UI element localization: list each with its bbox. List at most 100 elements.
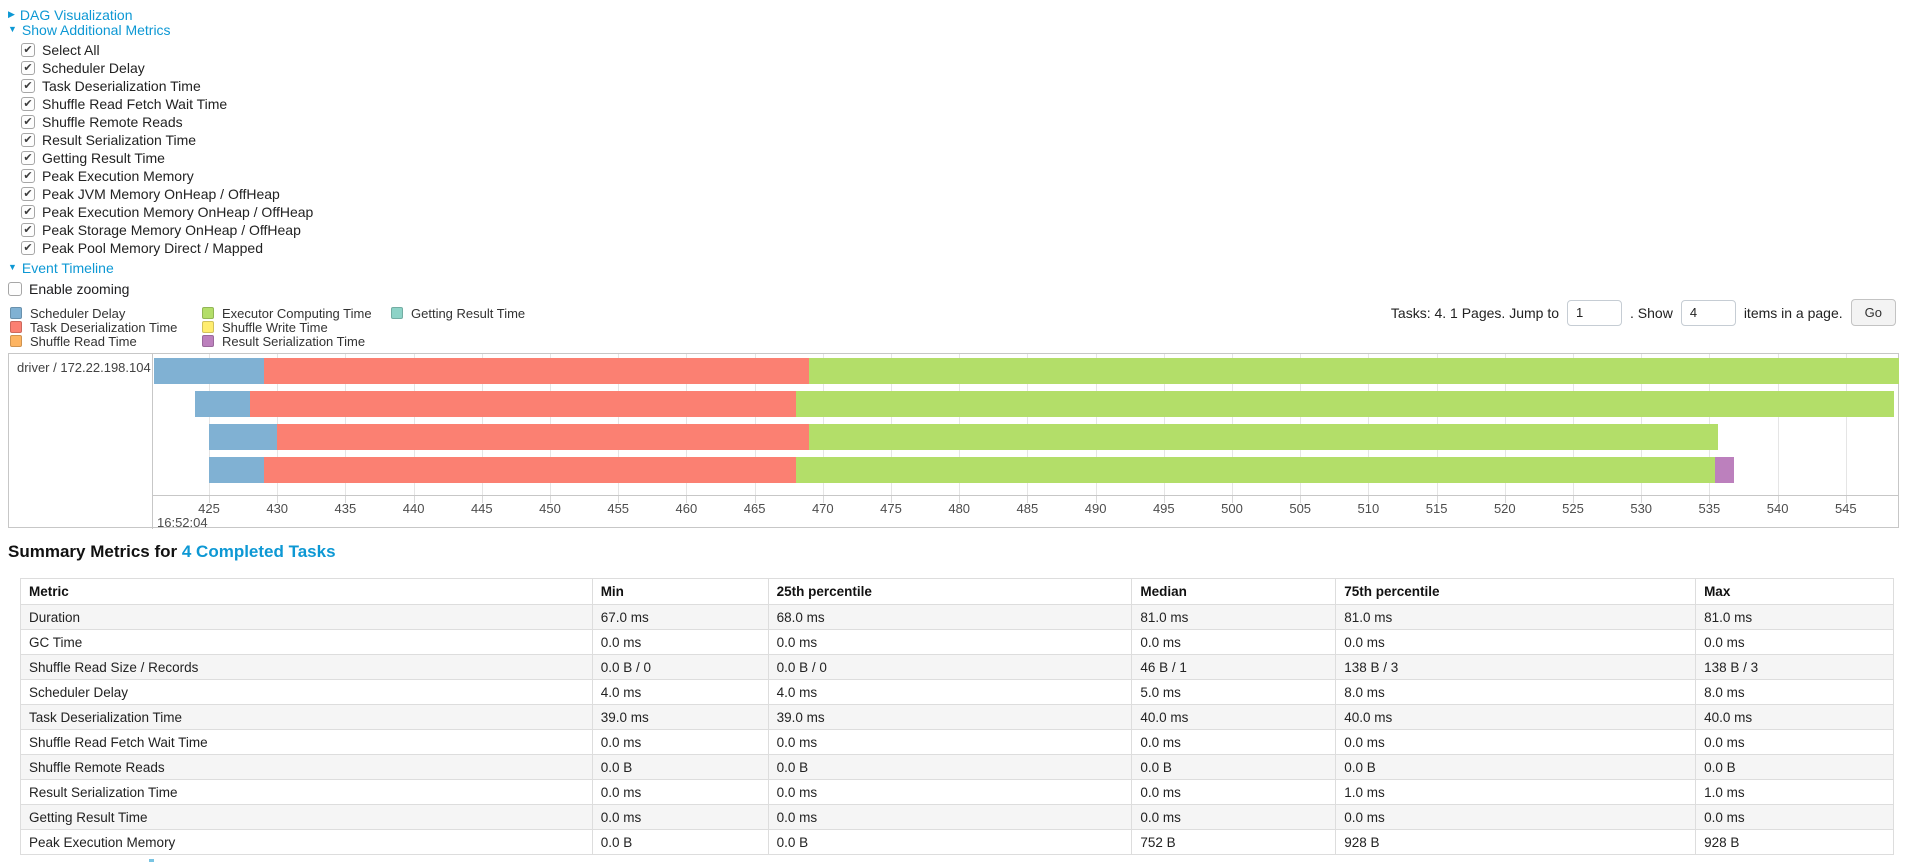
metric-checkbox-4[interactable] <box>21 115 35 129</box>
legend-item: Result Serialization Time <box>202 334 391 349</box>
show-additional-metrics-link[interactable]: Show Additional Metrics <box>21 21 171 38</box>
task-3-scheduler-delay-bar[interactable] <box>209 457 264 483</box>
axis-tick-label: 530 <box>1630 501 1653 516</box>
metric-value-cell: 81.0 ms <box>1695 604 1894 630</box>
metric-checkbox-label: Select All <box>42 42 100 58</box>
metric-checkbox-row: Getting Result Time <box>21 149 1907 167</box>
axis-tick-mark <box>550 496 551 503</box>
task-3-result-serialization-bar[interactable] <box>1714 457 1734 483</box>
metric-checkbox-row: Peak Execution Memory <box>21 167 1907 185</box>
task-0-task-deserialization-bar[interactable] <box>263 358 810 384</box>
axis-tick-mark <box>891 496 892 503</box>
top-section: ▶ DAG Visualization ▼ Show Additional Me… <box>0 0 1907 297</box>
metric-checkbox-9[interactable] <box>21 205 35 219</box>
metric-name-cell: Shuffle Read Size / Records <box>20 654 593 680</box>
metric-value-cell: 0.0 ms <box>1131 629 1337 655</box>
metric-checkbox-row: Peak JVM Memory OnHeap / OffHeap <box>21 185 1907 203</box>
event-timeline-toggle[interactable]: ▼ Event Timeline <box>8 259 1907 276</box>
axis-tick-mark <box>1641 496 1643 503</box>
show-additional-metrics-toggle[interactable]: ▼ Show Additional Metrics <box>8 21 1907 38</box>
axis-tick-label: 435 <box>334 501 357 516</box>
table-header-row: Metric Min 25th percentile Median 75th perce… <box>20 578 1894 605</box>
legend-label: Executor Computing Time <box>222 305 372 321</box>
metric-value-cell: 46 B / 1 <box>1131 654 1337 680</box>
metric-value-cell: 0.0 ms <box>1695 629 1894 655</box>
enable-zooming-checkbox[interactable] <box>8 281 22 296</box>
metric-checkbox-3[interactable] <box>21 97 35 111</box>
timeline-time-axis: 16:52:04 425 430 435 440 445 450 455 460 465 470 4… <box>153 495 1899 528</box>
task-1-executor-computing-bar[interactable] <box>795 391 1894 417</box>
table-row: Scheduler Delay 4.0 ms 4.0 ms 5.0 ms 8.0 ms 8… <box>20 679 1894 705</box>
legend-item: Getting Result Time <box>391 306 525 321</box>
metric-checkbox-0[interactable] <box>21 43 35 57</box>
metric-checkbox-10[interactable] <box>21 223 35 237</box>
metric-value-cell: 138 B / 3 <box>1335 654 1697 680</box>
axis-base-time-label: 16:52:04 <box>157 515 208 528</box>
axis-tick-mark <box>822 496 824 503</box>
metric-value-cell: 0.0 ms <box>1131 729 1337 755</box>
task-3-executor-computing-bar[interactable] <box>795 457 1715 483</box>
task-3-task-deserialization-bar[interactable] <box>263 457 796 483</box>
metric-checkbox-5[interactable] <box>21 133 35 147</box>
show-label: . Show <box>1630 304 1673 321</box>
task-0-scheduler-delay-bar[interactable] <box>154 358 264 384</box>
timeline-legend: Scheduler Delay Task Deserialization Time… <box>10 305 525 349</box>
metric-checkbox-2[interactable] <box>21 79 35 93</box>
metric-value-cell: 0.0 ms <box>1131 804 1337 830</box>
axis-tick-mark <box>1232 496 1233 503</box>
task-2-scheduler-delay-bar[interactable] <box>209 424 278 450</box>
legend-label: Task Deserialization Time <box>30 319 178 335</box>
task-2-task-deserialization-bar[interactable] <box>277 424 810 450</box>
gridline <box>1845 354 1847 495</box>
axis-tick-mark <box>1300 496 1302 503</box>
task-1-task-deserialization-bar[interactable] <box>249 391 796 417</box>
metric-checkbox-row: Select All <box>21 41 1907 59</box>
metric-value-cell: 0.0 ms <box>767 804 1133 830</box>
metric-value-cell: 40.0 ms <box>1335 704 1697 730</box>
metric-checkbox-label: Task Deserialization Time <box>42 78 201 94</box>
executor_computing-swatch-icon <box>202 307 214 319</box>
task-0-executor-computing-bar[interactable] <box>809 358 1899 384</box>
completed-tasks-link[interactable]: 4 Completed Tasks <box>181 542 336 561</box>
legend-column: Getting Result Time <box>391 306 525 348</box>
jump-to-page-input[interactable] <box>1567 299 1622 326</box>
axis-tick-label: 540 <box>1766 501 1789 516</box>
metric-checkbox-row: Shuffle Remote Reads <box>21 113 1907 131</box>
metric-value-cell: 0.0 ms <box>767 729 1133 755</box>
task-pagination: Tasks: 4. 1 Pages. Jump to . Show items … <box>1391 299 1896 326</box>
task-1-scheduler-delay-bar[interactable] <box>195 391 250 417</box>
metric-checkbox-label: Peak Execution Memory <box>42 168 194 184</box>
metric-value-cell: 0.0 ms <box>1131 779 1337 805</box>
metric-checkbox-8[interactable] <box>21 187 35 201</box>
dag-visualization-toggle[interactable]: ▶ DAG Visualization <box>8 6 1907 23</box>
metric-value-cell: 0.0 B <box>1335 754 1697 780</box>
metric-value-cell: 0.0 ms <box>767 629 1133 655</box>
table-row: Duration 67.0 ms 68.0 ms 81.0 ms 81.0 ms 81.0… <box>20 604 1894 630</box>
legend-item: Executor Computing Time <box>202 305 391 321</box>
shuffle_read-swatch-icon <box>10 335 22 347</box>
metric-value-cell: 928 B <box>1335 829 1697 855</box>
table-row: Shuffle Read Size / Records 0.0 B / 0 0.0 … <box>20 654 1894 680</box>
metric-checkbox-label: Peak Execution Memory OnHeap / OffHeap <box>42 204 314 220</box>
axis-tick-label: 430 <box>266 501 289 516</box>
metric-checkbox-1[interactable] <box>21 61 35 75</box>
expanded-arrow-icon: ▼ <box>8 24 17 34</box>
metric-value-cell: 0.0 B <box>767 829 1133 855</box>
event-timeline-link[interactable]: Event Timeline <box>21 259 114 276</box>
go-button[interactable]: Go <box>1850 299 1896 326</box>
metric-checkbox-7[interactable] <box>21 169 35 183</box>
metric-checkbox-11[interactable] <box>21 241 35 255</box>
task-2-executor-computing-bar[interactable] <box>809 424 1718 450</box>
axis-tick-mark <box>1027 496 1029 503</box>
axis-tick-label: 480 <box>948 501 971 516</box>
expanded-arrow-icon: ▼ <box>8 262 17 272</box>
items-per-page-input[interactable] <box>1680 299 1736 326</box>
axis-tick-mark <box>481 496 483 503</box>
metric-value-cell: 8.0 ms <box>1335 679 1697 705</box>
timeline-group-column: driver / 172.22.198.104 <box>9 354 153 529</box>
metric-value-cell: 0.0 B <box>1695 754 1894 780</box>
axis-tick-label: 510 <box>1357 501 1380 516</box>
shuffle_write-swatch-icon <box>202 321 214 333</box>
metric-checkbox-6[interactable] <box>21 151 35 165</box>
dag-visualization-link[interactable]: DAG Visualization <box>19 6 133 23</box>
